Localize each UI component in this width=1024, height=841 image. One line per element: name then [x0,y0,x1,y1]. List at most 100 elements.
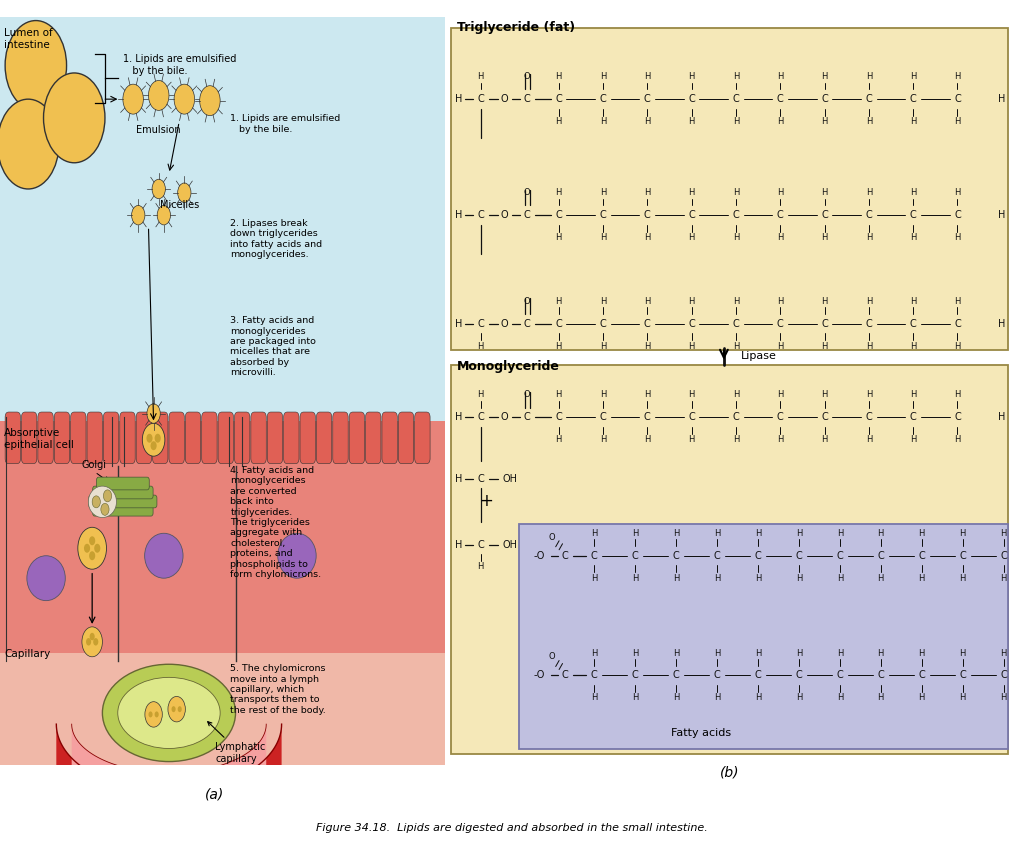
Text: H: H [837,529,843,537]
Text: H: H [555,390,562,399]
Text: H: H [954,72,961,82]
FancyBboxPatch shape [202,412,217,463]
Text: H: H [959,694,966,702]
Text: C: C [555,210,562,220]
FancyBboxPatch shape [5,412,20,463]
Text: C: C [599,412,606,422]
Text: C: C [644,94,650,104]
Text: H: H [688,341,694,351]
Text: H: H [1000,574,1007,583]
Ellipse shape [278,533,316,579]
Text: H: H [878,574,884,583]
Circle shape [145,701,163,727]
Text: H: H [959,529,966,537]
Text: H: H [688,233,694,242]
Text: H: H [865,117,872,126]
Text: H: H [777,390,783,399]
Text: H: H [644,117,650,126]
Text: H: H [555,72,562,82]
Text: C: C [755,670,762,680]
Text: Figure 34.18.  Lipids are digested and absorbed in the small intestine.: Figure 34.18. Lipids are digested and ab… [316,822,708,833]
Text: H: H [456,94,463,104]
Text: H: H [796,529,802,537]
Text: C: C [837,551,843,561]
Text: H: H [732,117,739,126]
Text: H: H [688,72,694,82]
Circle shape [43,73,104,163]
Text: C: C [777,412,783,422]
FancyBboxPatch shape [382,412,397,463]
Text: H: H [555,233,562,242]
Text: H: H [959,648,966,658]
Text: Fatty acids: Fatty acids [671,727,731,738]
Text: H: H [1000,694,1007,702]
Circle shape [153,179,166,198]
Text: H: H [732,188,739,198]
Text: C: C [524,210,530,220]
Text: Triglyceride (fat): Triglyceride (fat) [457,20,574,34]
Text: C: C [599,94,606,104]
Circle shape [155,711,159,717]
Text: H: H [714,694,720,702]
Text: H: H [732,390,739,399]
FancyBboxPatch shape [169,412,184,463]
Text: C: C [919,551,925,561]
Text: C: C [477,210,484,220]
Text: H: H [919,694,925,702]
FancyBboxPatch shape [22,412,37,463]
Text: H: H [837,694,843,702]
Text: C: C [524,319,530,329]
Text: C: C [865,210,872,220]
Circle shape [168,696,185,722]
Text: 2. Lipases break
down triglycerides
into fatty acids and
monoglycerides.: 2. Lipases break down triglycerides into… [230,219,323,259]
Text: H: H [456,319,463,329]
FancyBboxPatch shape [218,412,233,463]
Text: H: H [777,297,783,306]
Text: C: C [796,551,803,561]
Text: H: H [998,319,1006,329]
FancyBboxPatch shape [120,412,135,463]
Text: C: C [837,670,843,680]
Text: C: C [644,412,650,422]
Text: C: C [477,473,484,484]
Text: C: C [714,551,721,561]
Text: C: C [821,94,827,104]
Text: H: H [821,435,827,444]
Text: C: C [732,412,739,422]
Text: C: C [673,670,680,680]
Text: H: H [714,529,720,537]
Text: H: H [456,210,463,220]
Text: C: C [644,210,650,220]
Text: C: C [477,94,484,104]
Text: O: O [501,412,508,422]
Text: Lipase: Lipase [741,351,777,361]
Circle shape [171,706,176,712]
Text: C: C [777,210,783,220]
Text: C: C [555,319,562,329]
Text: H: H [821,72,827,82]
Text: H: H [755,694,761,702]
Text: C: C [777,94,783,104]
Text: H: H [600,233,606,242]
Text: C: C [591,551,598,561]
Text: H: H [714,574,720,583]
Text: O: O [501,210,508,220]
Text: H: H [865,297,872,306]
Circle shape [90,632,95,640]
Text: C: C [954,94,961,104]
Text: H: H [688,117,694,126]
Text: H: H [878,529,884,537]
Text: C: C [878,670,884,680]
Text: H: H [644,297,650,306]
Text: H: H [477,563,484,572]
Text: H: H [910,233,916,242]
Circle shape [147,404,161,423]
Text: (a): (a) [206,788,224,801]
Text: C: C [1000,670,1007,680]
Text: C: C [821,412,827,422]
Text: H: H [777,72,783,82]
Text: H: H [477,72,484,82]
Text: H: H [555,435,562,444]
Text: C: C [959,551,966,561]
FancyBboxPatch shape [96,477,150,489]
